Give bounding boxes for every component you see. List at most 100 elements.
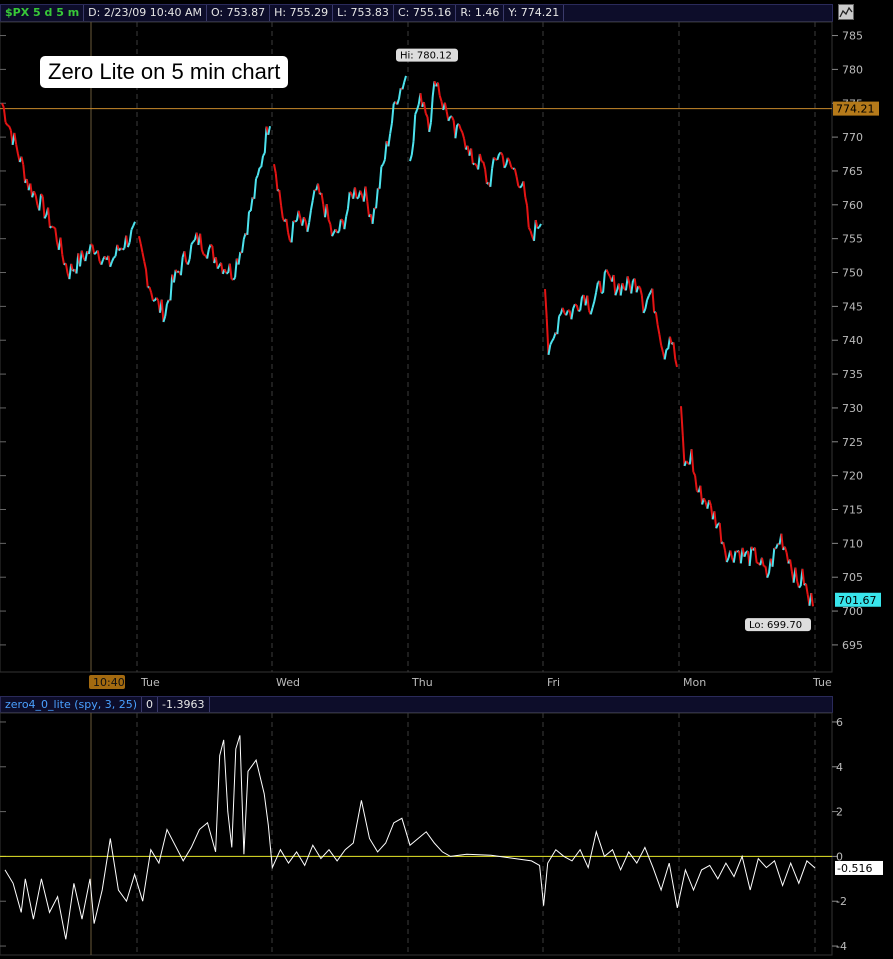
price-bar [231, 278, 234, 281]
price-bar [331, 232, 335, 237]
price-bar [54, 228, 58, 243]
price-bar [718, 523, 723, 544]
price-tick-label: 760 [842, 199, 863, 212]
price-bar [237, 251, 242, 265]
price-bar [311, 189, 316, 201]
osc-tick-label: 2 [836, 806, 843, 819]
price-bar [760, 557, 765, 567]
price-tick-label: 750 [842, 267, 863, 280]
price-bar [260, 155, 265, 168]
price-bar [61, 254, 66, 265]
price-bar [561, 307, 566, 314]
price-bar [166, 299, 170, 305]
indicator-panel-frame [0, 712, 833, 956]
price-bar [681, 434, 686, 467]
low-field: L: 753.83 [333, 5, 394, 21]
indicator-name[interactable]: zero4_0_lite (spy, 3, 25) [1, 697, 143, 712]
price-bar [598, 280, 603, 293]
price-bar [680, 406, 684, 436]
price-bar [349, 191, 353, 195]
price-bar [84, 251, 89, 262]
price-bar [513, 168, 518, 177]
price-bar [253, 178, 258, 199]
price-bar [397, 87, 402, 100]
price-bar [287, 232, 291, 241]
price-bar [545, 318, 550, 355]
price-bar [692, 471, 696, 476]
price-bar [274, 173, 279, 191]
price-bar [694, 475, 698, 491]
high-label-box [396, 48, 458, 62]
high-label: Hi: 780.12 [400, 51, 452, 62]
price-bar [52, 226, 56, 230]
price-bar [685, 460, 689, 464]
price-bar [241, 239, 245, 253]
price-bar [378, 166, 383, 189]
chart-annotation: Zero Lite on 5 min chart [40, 56, 289, 88]
symbol-label[interactable]: $PX 5 d 5 m [1, 5, 85, 21]
price-bar [743, 551, 748, 558]
x-axis-label: Tue [812, 676, 832, 689]
price-bar [126, 241, 131, 248]
chart-settings-icon[interactable] [838, 4, 854, 20]
price-tick-label: 770 [842, 131, 863, 144]
price-bar [285, 218, 290, 233]
y-field: Y: 774.21 [504, 5, 565, 21]
price-bar [656, 324, 661, 335]
price-bar [642, 308, 647, 314]
price-bar [538, 223, 542, 228]
price-bar [294, 219, 298, 223]
price-bar [605, 269, 610, 275]
range-field: R: 1.46 [456, 5, 505, 21]
price-bar [501, 155, 506, 168]
price-bar [390, 103, 395, 124]
price-bar [666, 347, 669, 351]
price-bar [644, 299, 649, 310]
price-bar [595, 282, 599, 293]
price-tick-label: 695 [842, 639, 863, 652]
price-bar [414, 109, 418, 115]
price-bar [798, 585, 802, 589]
price-bar [249, 197, 254, 211]
price-bar [586, 295, 590, 311]
price-bar [51, 225, 54, 229]
osc-tick-label: -2 [836, 895, 847, 908]
price-bar [699, 485, 704, 505]
price-bar [722, 541, 726, 551]
price-bar [651, 288, 656, 313]
close-field: C: 755.16 [394, 5, 457, 21]
price-bar [120, 247, 124, 251]
price-bar [489, 168, 494, 187]
price-bar [93, 252, 97, 256]
price-bar [534, 219, 539, 229]
price-bar [424, 112, 429, 118]
price-bar [461, 132, 466, 140]
price-bar [132, 221, 136, 227]
low-label: Lo: 699.70 [749, 620, 802, 631]
price-bar [570, 308, 575, 320]
price-bar [325, 204, 330, 220]
price-bar [496, 153, 501, 161]
price-bar [630, 280, 634, 294]
price-bar [522, 181, 527, 198]
price-bar [293, 220, 296, 223]
price-bar [59, 237, 64, 255]
price-bar [801, 568, 806, 586]
price-bar [578, 309, 581, 313]
price-bar [396, 98, 400, 105]
price-bar [401, 81, 406, 90]
price-bar [246, 211, 251, 235]
price-bar [345, 208, 349, 217]
price-bar [216, 265, 221, 270]
price-bar [804, 583, 809, 595]
price-bar [359, 190, 363, 196]
price-bar [169, 274, 174, 301]
price-bar [403, 75, 407, 83]
price-bar [482, 161, 487, 170]
price-bar [383, 141, 388, 160]
price-bar [457, 123, 462, 130]
price-bar [436, 82, 441, 96]
osc-tick-label: 0 [836, 850, 843, 863]
price-bar [267, 125, 271, 136]
price-bar [422, 101, 427, 114]
